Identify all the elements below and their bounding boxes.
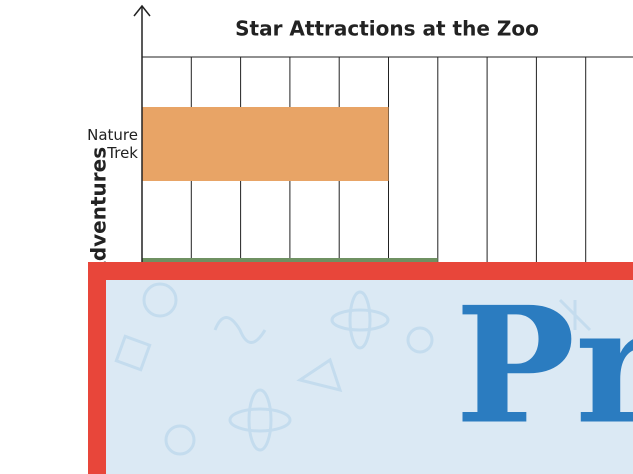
- chart-title: Star Attractions at the Zoo: [235, 17, 539, 41]
- overlay: Pr: [88, 262, 633, 474]
- overlay-title: Pr: [455, 272, 633, 460]
- chart: 012345678910NatureTrekTreAdvenFeeSea l S…: [0, 0, 633, 474]
- page: 012345678910NatureTrekTreAdvenFeeSea l S…: [0, 0, 633, 474]
- bar: [142, 107, 389, 181]
